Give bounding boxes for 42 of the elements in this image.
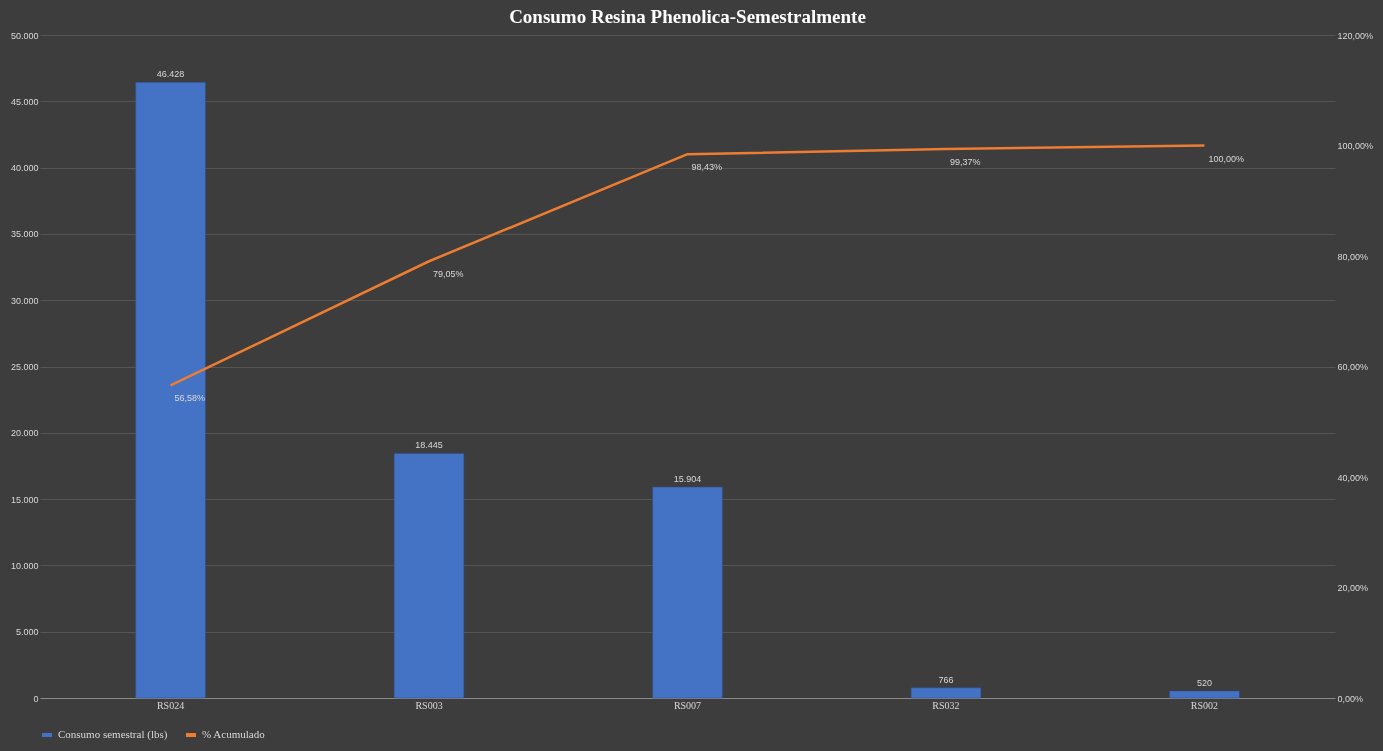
chart-title: Consumo Resina Phenolica-Semestralmente	[509, 6, 866, 27]
data-label: 766	[938, 674, 954, 685]
x-tick-label: RS032	[932, 699, 960, 711]
y-tick-label: 30.000	[10, 295, 39, 306]
y2-tick-label: 0,00%	[1337, 693, 1364, 704]
y-tick-label: 25.000	[10, 362, 39, 372]
x-tick-label: RS002	[1190, 699, 1219, 711]
y2-tick-label: 60,00%	[1337, 362, 1369, 372]
y2-tick-label: 80,00%	[1337, 251, 1369, 262]
y-tick-label: 15.000	[10, 494, 39, 505]
data-label: 99,37%	[949, 156, 981, 167]
bar	[910, 687, 982, 699]
bar	[135, 82, 206, 699]
data-label: 56,58%	[174, 393, 206, 404]
legend-label: % Acumulado	[202, 728, 266, 740]
y-tick-label: 10.000	[10, 560, 39, 571]
y2-tick-label: 120,00%	[1337, 30, 1374, 41]
data-label: 98,43%	[691, 162, 723, 173]
line-series	[169, 144, 1206, 387]
legend-label: Consumo semestral (lbs)	[58, 728, 168, 741]
data-label: 15.904	[673, 474, 702, 485]
x-tick-label: RS003	[415, 699, 443, 711]
y2-tick-label: 100,00%	[1337, 141, 1374, 151]
bar	[1169, 690, 1240, 699]
data-label: 46.428	[156, 69, 185, 80]
y-tick-label: 50.000	[10, 30, 39, 41]
y-tick-label: 20.000	[10, 428, 39, 439]
y-tick-label: 35.000	[10, 229, 39, 240]
data-label: 79,05%	[433, 269, 464, 280]
y-tick-label: 0	[33, 693, 39, 704]
x-tick-label: RS007	[673, 699, 702, 711]
y-tick-label: 5.000	[15, 627, 39, 638]
data-label: 100,00%	[1208, 153, 1244, 164]
y-tick-label: 45.000	[10, 96, 39, 107]
data-label: 18.445	[415, 440, 443, 451]
bar	[652, 486, 723, 699]
x-tick-label: RS024	[156, 699, 185, 711]
y-tick-label: 40.000	[10, 163, 39, 174]
y2-tick-label: 40,00%	[1337, 472, 1369, 483]
bar	[393, 453, 465, 699]
y2-tick-label: 20,00%	[1337, 583, 1369, 593]
data-label: 520	[1196, 678, 1212, 689]
